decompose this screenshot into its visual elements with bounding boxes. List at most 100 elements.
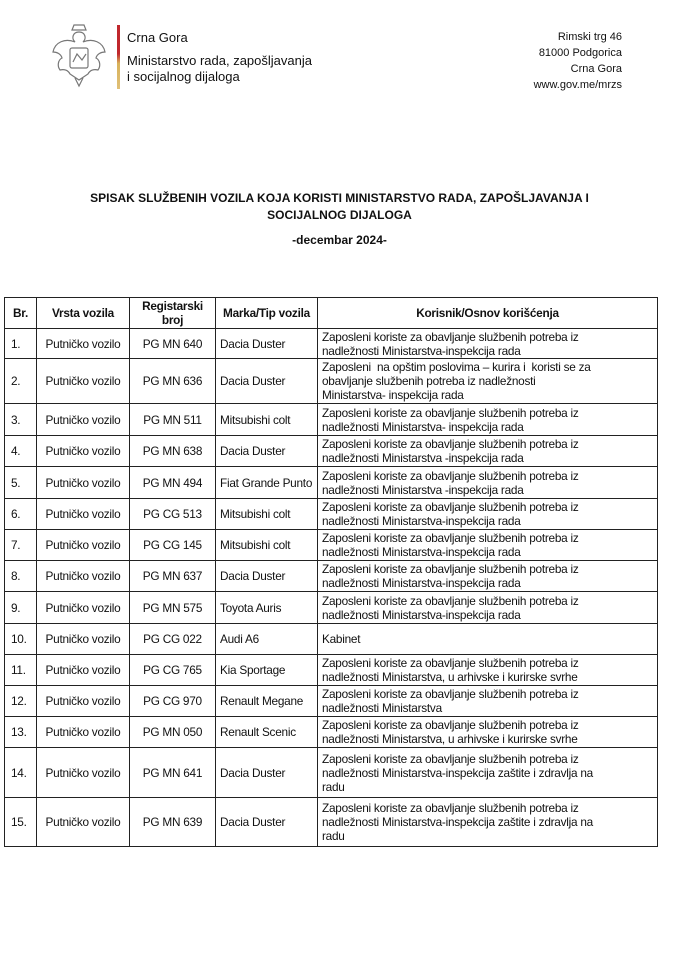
make-model: Mitsubishi colt — [215, 529, 318, 561]
vehicle-type: Putničko vozilo — [36, 797, 130, 847]
vehicle-type: Putničko vozilo — [36, 591, 130, 624]
vehicle-type: Putničko vozilo — [36, 685, 130, 717]
user-basis: Zaposleni koriste za obavljanje službeni… — [317, 529, 658, 561]
col-user-basis: Korisnik/Osnov korišćenja — [317, 297, 658, 329]
vehicle-type: Putničko vozilo — [36, 435, 130, 467]
vehicle-type: Putničko vozilo — [36, 358, 130, 404]
make-model: Renault Megane — [215, 685, 318, 717]
user-basis: Zaposleni koriste za obavljanje službeni… — [317, 747, 658, 798]
table-row: 15. Putničko vozilo PG MN 639 Dacia Duster Z… — [4, 797, 658, 847]
make-model: Audi A6 — [215, 623, 318, 655]
address-country: Crna Gora — [570, 63, 622, 75]
table-row: 2. Putničko vozilo PG MN 636 Dacia Duster Za… — [4, 358, 658, 404]
table-row: 5. Putničko vozilo PG MN 494 Fiat Grande Pu… — [4, 466, 658, 499]
user-basis: Zaposleni koriste za obavljanje službeni… — [317, 435, 658, 467]
user-basis: Zaposleni koriste za obavljanje službeni… — [317, 685, 658, 717]
table-row: 6. Putničko vozilo PG CG 513 Mitsubishi col… — [4, 498, 658, 530]
row-number: 5. — [4, 466, 37, 499]
table-row: 12. Putničko vozilo PG CG 970 Renault Megan… — [4, 685, 658, 717]
col-number: Br. — [4, 297, 37, 329]
registration-number: PG MN 511 — [129, 403, 216, 436]
document-title: SPISAK SLUŽBENIH VOZILA KOJA KORISTI MIN… — [0, 190, 679, 224]
address-city: 81000 Podgorica — [538, 47, 622, 59]
registration-number: PG MN 050 — [129, 716, 216, 748]
row-number: 12. — [4, 685, 37, 717]
registration-number: PG MN 575 — [129, 591, 216, 624]
vehicle-type: Putničko vozilo — [36, 498, 130, 530]
registration-number: PG MN 640 — [129, 328, 216, 359]
row-number: 6. — [4, 498, 37, 530]
table-row: 14. Putničko vozilo PG MN 641 Dacia Duster Z… — [4, 747, 658, 798]
user-basis: Zaposleni koriste za obavljanje službeni… — [317, 498, 658, 530]
make-model: Toyota Auris — [215, 591, 318, 624]
vehicle-type: Putničko vozilo — [36, 654, 130, 686]
vehicle-type: Putničko vozilo — [36, 328, 130, 359]
vehicle-type: Putničko vozilo — [36, 466, 130, 499]
vehicle-type: Putničko vozilo — [36, 747, 130, 798]
vehicle-type: Putničko vozilo — [36, 716, 130, 748]
col-vehicle-type: Vrsta vozila — [36, 297, 130, 329]
user-basis: Kabinet — [317, 623, 658, 655]
user-basis: Zaposleni koriste za obavljanje službeni… — [317, 654, 658, 686]
table-row: 9. Putničko vozilo PG MN 575 Toyota Auris Za… — [4, 591, 658, 624]
registration-number: PG CG 022 — [129, 623, 216, 655]
table-row: 1. Putničko vozilo PG MN 640 Dacia Duster Za… — [4, 328, 658, 359]
make-model: Dacia Duster — [215, 797, 318, 847]
row-number: 2. — [4, 358, 37, 404]
user-basis: Zaposleni koriste za obavljanje službeni… — [317, 560, 658, 592]
make-model: Mitsubishi colt — [215, 498, 318, 530]
registration-number: PG MN 638 — [129, 435, 216, 467]
country-name: Crna Gora — [127, 30, 188, 45]
registration-number: PG MN 636 — [129, 358, 216, 404]
user-basis: Zaposleni koriste za obavljanje službeni… — [317, 591, 658, 624]
user-basis: Zaposleni koriste za obavljanje službeni… — [317, 716, 658, 748]
table-row: 7. Putničko vozilo PG CG 145 Mitsubishi col… — [4, 529, 658, 561]
user-basis: Zaposleni na opštim poslovima – kurira i… — [317, 358, 658, 404]
table-row: 3. Putničko vozilo PG MN 511 Mitsubishi col… — [4, 403, 658, 436]
vehicle-type: Putničko vozilo — [36, 403, 130, 436]
registration-number: PG CG 513 — [129, 498, 216, 530]
row-number: 11. — [4, 654, 37, 686]
address-website: www.gov.me/mrzs — [533, 79, 622, 91]
address-street: Rimski trg 46 — [557, 31, 622, 43]
registration-number: PG MN 494 — [129, 466, 216, 499]
organization-name: Crna Gora Ministarstvo rada, zapošljavan… — [127, 30, 312, 85]
make-model: Renault Scenic — [215, 716, 318, 748]
row-number: 9. — [4, 591, 37, 624]
user-basis: Zaposleni koriste za obavljanje službeni… — [317, 403, 658, 436]
row-number: 1. — [4, 328, 37, 359]
table-row: 10. Putničko vozilo PG CG 022 Audi A6 Kabine… — [4, 623, 658, 655]
brand-color-bar — [117, 25, 120, 89]
registration-number: PG MN 637 — [129, 560, 216, 592]
table-row: 4. Putničko vozilo PG MN 638 Dacia Duster Za… — [4, 435, 658, 467]
row-number: 7. — [4, 529, 37, 561]
ministry-name-line2: i socijalnog dijaloga — [127, 69, 240, 84]
make-model: Fiat Grande Punto — [215, 466, 318, 499]
document-subtitle: -decembar 2024- — [292, 233, 387, 247]
vehicle-type: Putničko vozilo — [36, 560, 130, 592]
row-number: 3. — [4, 403, 37, 436]
registration-number: PG CG 970 — [129, 685, 216, 717]
ministry-name-line1: Ministarstvo rada, zapošljavanja — [127, 53, 312, 68]
table-row: 8. Putničko vozilo PG MN 637 Dacia Duster Za… — [4, 560, 658, 592]
make-model: Dacia Duster — [215, 328, 318, 359]
registration-number: PG CG 765 — [129, 654, 216, 686]
col-registration: Registarski broj — [129, 297, 216, 329]
user-basis: Zaposleni koriste za obavljanje službeni… — [317, 328, 658, 359]
registration-number: PG MN 639 — [129, 797, 216, 847]
make-model: Dacia Duster — [215, 435, 318, 467]
row-number: 13. — [4, 716, 37, 748]
make-model: Kia Sportage — [215, 654, 318, 686]
registration-number: PG CG 145 — [129, 529, 216, 561]
row-number: 4. — [4, 435, 37, 467]
make-model: Mitsubishi colt — [215, 403, 318, 436]
row-number: 14. — [4, 747, 37, 798]
title-line-1: SPISAK SLUŽBENIH VOZILA KOJA KORISTI MIN… — [90, 191, 589, 205]
address-block: Rimski trg 46 81000 Podgorica Crna Gora … — [534, 29, 622, 93]
row-number: 10. — [4, 623, 37, 655]
vehicle-table: Br. Vrsta vozila Registarski broj Marka/… — [4, 297, 658, 847]
col-make-model: Marka/Tip vozila — [215, 297, 318, 329]
coat-of-arms-logo — [52, 24, 106, 88]
title-line-2: SOCIJALNOG DIJALOGA — [267, 208, 412, 222]
vehicle-type: Putničko vozilo — [36, 529, 130, 561]
